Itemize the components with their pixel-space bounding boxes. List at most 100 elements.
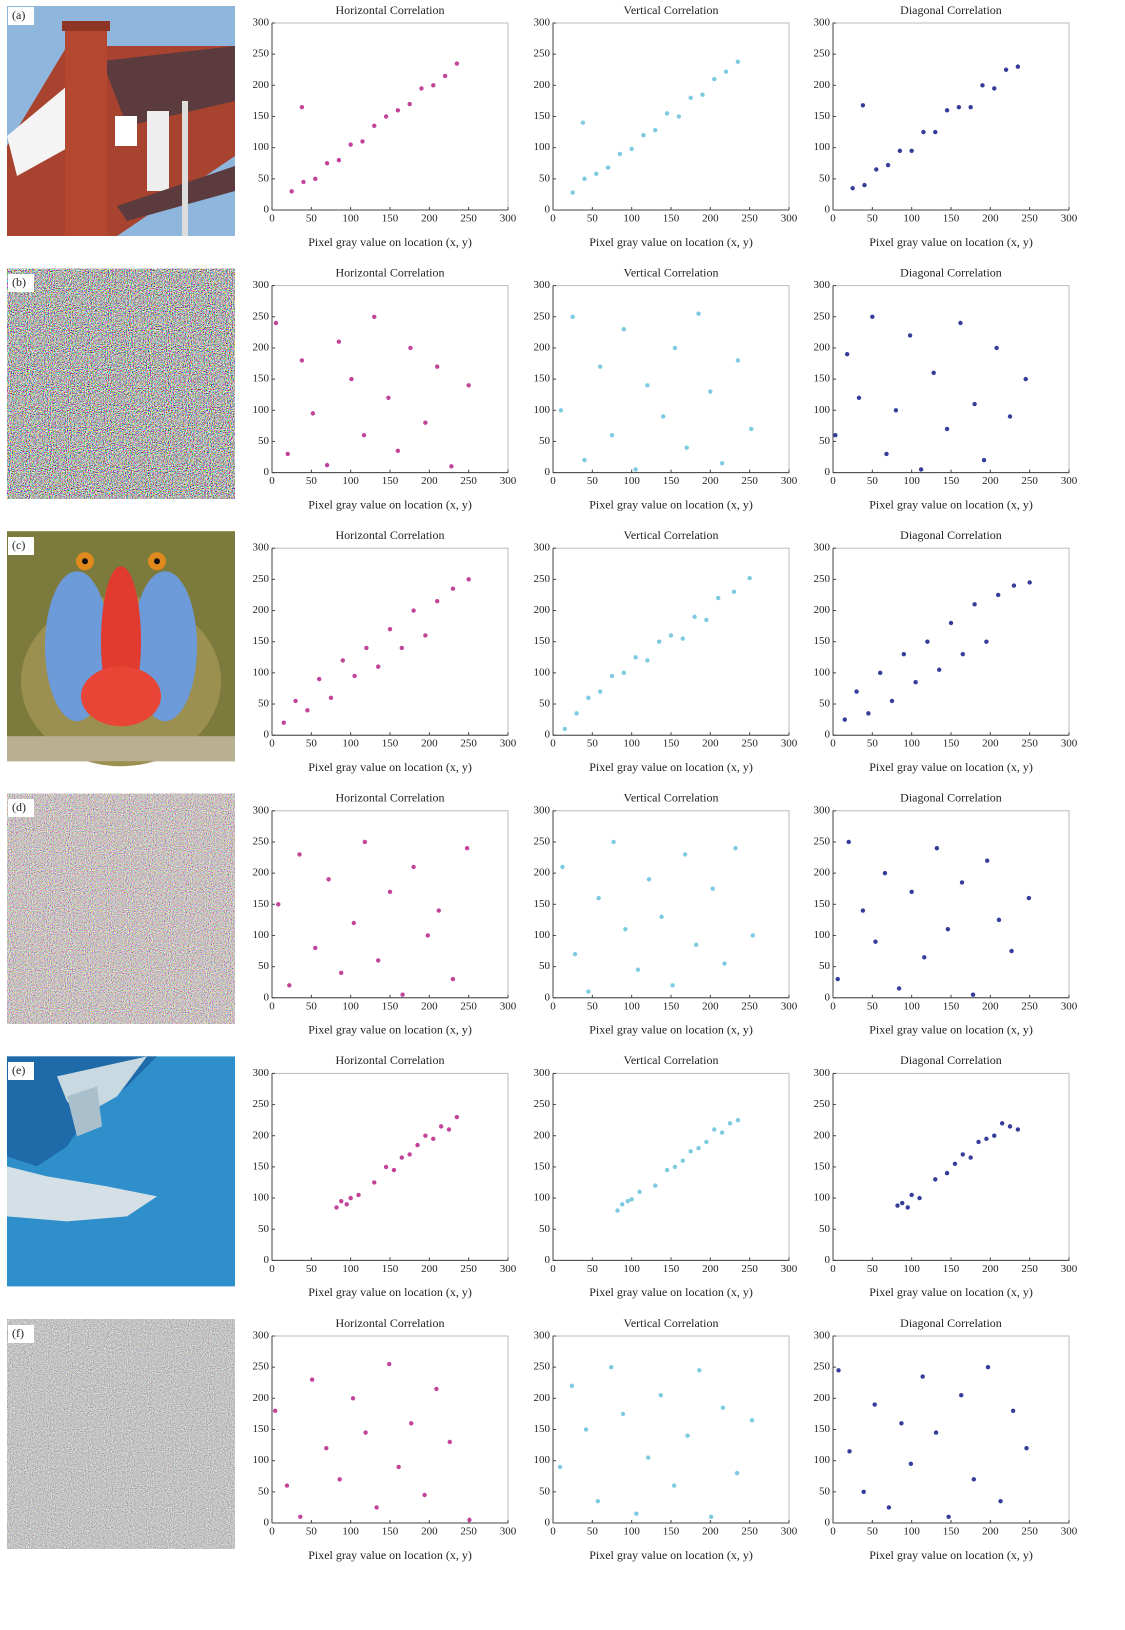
y-tick-label: 150 xyxy=(534,373,551,385)
point xyxy=(400,646,404,650)
y-tick-label: 250 xyxy=(534,1361,551,1373)
plot-frame xyxy=(553,811,789,998)
point xyxy=(297,852,301,856)
point xyxy=(696,1146,700,1150)
point xyxy=(921,130,925,134)
point xyxy=(959,1393,963,1397)
x-tick-label: 0 xyxy=(830,1000,836,1012)
point xyxy=(873,940,877,944)
point xyxy=(913,680,917,684)
point xyxy=(909,1462,913,1466)
x-axis-label: Pixel gray value on location (x, y) xyxy=(589,1548,753,1562)
x-tick-label: 300 xyxy=(1061,1263,1078,1275)
point xyxy=(696,311,700,315)
y-tick-label: 150 xyxy=(814,373,831,385)
x-tick-label: 0 xyxy=(830,738,836,750)
point xyxy=(894,408,898,412)
x-tick-label: 300 xyxy=(1061,738,1078,750)
x-tick-label: 50 xyxy=(587,738,599,750)
point xyxy=(647,877,651,881)
y-tick-label: 150 xyxy=(814,635,831,647)
point xyxy=(657,640,661,644)
point xyxy=(646,1455,650,1459)
x-axis-label: Pixel gray value on location (x, y) xyxy=(869,1548,1033,1562)
point xyxy=(300,358,304,362)
chart: Diagonal Correlation05010015020025030005… xyxy=(814,3,1078,249)
point xyxy=(870,315,874,319)
plot-frame xyxy=(833,1073,1069,1260)
y-tick-label: 100 xyxy=(814,1192,831,1204)
x-tick-label: 0 xyxy=(550,738,556,750)
x-tick-label: 100 xyxy=(342,475,359,487)
x-tick-label: 200 xyxy=(982,1000,999,1012)
point xyxy=(334,1205,338,1209)
chart-title: Diagonal Correlation xyxy=(900,791,1002,805)
x-tick-label: 300 xyxy=(781,213,798,225)
point xyxy=(688,1149,692,1153)
point xyxy=(582,458,586,462)
y-tick-label: 200 xyxy=(534,341,551,353)
point xyxy=(409,1421,413,1425)
point xyxy=(466,577,470,581)
y-tick-label: 250 xyxy=(814,48,831,60)
x-axis-label: Pixel gray value on location (x, y) xyxy=(589,1023,753,1037)
x-tick-label: 50 xyxy=(306,1263,318,1275)
y-tick-label: 0 xyxy=(545,1517,551,1529)
point xyxy=(653,1183,657,1187)
y-tick-label: 150 xyxy=(814,1423,831,1435)
x-tick-label: 150 xyxy=(663,475,680,487)
x-tick-label: 0 xyxy=(269,1000,275,1012)
point xyxy=(732,590,736,594)
y-tick-label: 150 xyxy=(534,1160,551,1172)
panel-label: (d) xyxy=(12,800,26,814)
point xyxy=(957,105,961,109)
point xyxy=(411,865,415,869)
x-tick-label: 250 xyxy=(741,213,758,225)
point xyxy=(697,1368,701,1372)
x-tick-label: 250 xyxy=(460,738,477,750)
point xyxy=(673,346,677,350)
point xyxy=(305,708,309,712)
x-tick-label: 100 xyxy=(623,1000,640,1012)
point xyxy=(329,696,333,700)
y-tick-label: 200 xyxy=(814,341,831,353)
x-tick-label: 200 xyxy=(702,1000,719,1012)
point xyxy=(400,1155,404,1159)
chart: Horizontal Correlation050100150200250300… xyxy=(253,528,517,774)
chart-title: Horizontal Correlation xyxy=(336,1316,445,1330)
point xyxy=(396,1465,400,1469)
point xyxy=(451,587,455,591)
point xyxy=(325,161,329,165)
chart: Vertical Correlation05010015020025030005… xyxy=(534,265,798,511)
y-tick-label: 300 xyxy=(814,17,831,29)
point xyxy=(622,327,626,331)
point xyxy=(337,340,341,344)
point xyxy=(984,640,988,644)
y-tick-label: 100 xyxy=(814,666,831,678)
x-axis-label: Pixel gray value on location (x, y) xyxy=(869,1023,1033,1037)
chart-title: Horizontal Correlation xyxy=(336,265,445,279)
x-axis-label: Pixel gray value on location (x, y) xyxy=(308,235,472,249)
x-axis-label: Pixel gray value on location (x, y) xyxy=(308,1023,472,1037)
point xyxy=(282,721,286,725)
x-tick-label: 200 xyxy=(982,738,999,750)
point xyxy=(935,846,939,850)
y-tick-label: 300 xyxy=(814,1067,831,1079)
y-tick-label: 100 xyxy=(814,404,831,416)
point xyxy=(339,1199,343,1203)
point xyxy=(672,1483,676,1487)
x-tick-label: 100 xyxy=(623,213,640,225)
y-tick-label: 0 xyxy=(825,1517,831,1529)
y-tick-label: 300 xyxy=(253,17,270,29)
point xyxy=(324,1446,328,1450)
x-tick-label: 150 xyxy=(382,1526,399,1538)
x-tick-label: 150 xyxy=(663,1526,680,1538)
point xyxy=(584,1427,588,1431)
chart: Horizontal Correlation050100150200250300… xyxy=(253,791,517,1037)
point xyxy=(615,1208,619,1212)
x-tick-label: 100 xyxy=(342,738,359,750)
point xyxy=(861,103,865,107)
point xyxy=(629,147,633,151)
x-tick-label: 300 xyxy=(500,213,517,225)
point xyxy=(434,1387,438,1391)
